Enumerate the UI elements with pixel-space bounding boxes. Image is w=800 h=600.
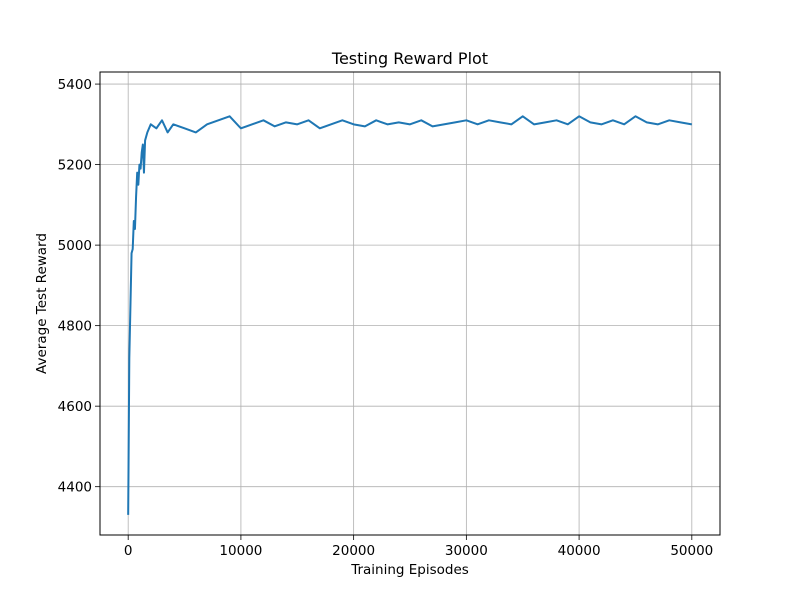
x-tick-label: 50000 bbox=[670, 543, 713, 559]
y-axis-ticks: 4400 4600 4800 5000 5200 5400 bbox=[58, 77, 100, 496]
x-tick-label: 20000 bbox=[332, 543, 375, 559]
grid-layer bbox=[100, 72, 720, 535]
series-layer bbox=[127, 115, 692, 515]
x-tick-label: 40000 bbox=[558, 543, 601, 559]
x-tick-label: 0 bbox=[124, 543, 133, 559]
x-axis-label: Training Episodes bbox=[350, 562, 469, 578]
chart-title: Testing Reward Plot bbox=[331, 49, 488, 68]
x-tick-label: 30000 bbox=[445, 543, 488, 559]
y-tick-label: 5000 bbox=[58, 238, 92, 254]
y-axis-label: Average Test Reward bbox=[34, 233, 50, 374]
y-tick-label: 4400 bbox=[58, 480, 92, 496]
x-tick-label: 10000 bbox=[219, 543, 262, 559]
y-tick-label: 5200 bbox=[58, 158, 92, 174]
y-tick-label: 4800 bbox=[58, 319, 92, 335]
plot-area-frame bbox=[99, 71, 721, 536]
x-axis-ticks: 0 10000 20000 30000 40000 50000 bbox=[124, 535, 713, 559]
y-tick-label: 4600 bbox=[58, 399, 92, 415]
y-tick-label: 5400 bbox=[58, 77, 92, 93]
series-line bbox=[127, 115, 692, 515]
